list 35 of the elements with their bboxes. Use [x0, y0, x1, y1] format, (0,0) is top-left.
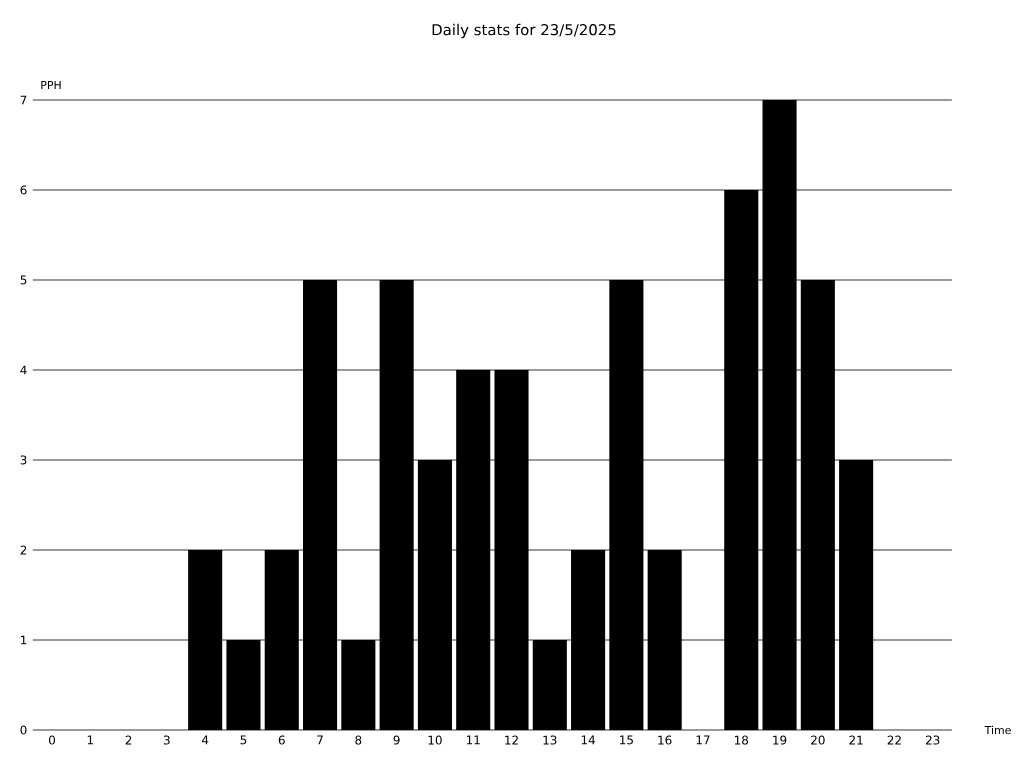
x-tick-label: 7: [317, 735, 323, 745]
x-tick-label: 15: [620, 735, 633, 745]
y-tick-label: 4: [20, 365, 27, 375]
x-tick-label: 9: [393, 735, 400, 745]
x-tick-label: 23: [925, 735, 940, 745]
y-tick-label: 2: [20, 545, 27, 555]
x-tick-label: 17: [696, 735, 710, 745]
y-tick-label: 1: [21, 635, 27, 645]
x-tick-label: 0: [48, 735, 56, 745]
x-tick-label: 14: [581, 735, 596, 745]
x-tick-label: 13: [543, 735, 557, 745]
y-axis-title: PPH: [41, 81, 61, 89]
chart-title: Daily stats for 23/5/2025: [432, 23, 616, 39]
x-tick-label: 8: [355, 735, 362, 745]
x-tick-label: 21: [849, 735, 863, 745]
x-tick-label: 12: [505, 735, 518, 745]
y-tick-label: 3: [20, 455, 27, 465]
x-tick-label: 5: [240, 735, 247, 745]
x-axis-title: Time: [984, 725, 1011, 735]
y-tick-label: 0: [20, 725, 27, 735]
x-tick-label: 22: [887, 735, 901, 745]
x-tick-label: 4: [201, 735, 209, 745]
x-tick-label: 2: [125, 735, 132, 745]
x-tick-label: 1: [87, 735, 93, 745]
x-tick-label: 18: [734, 735, 749, 745]
x-tick-label: 19: [773, 735, 787, 745]
x-tick-label: 3: [163, 735, 170, 745]
y-tick-label: 7: [20, 95, 27, 105]
y-tick-label: 5: [20, 275, 27, 285]
x-tick-label: 10: [428, 735, 442, 745]
x-tick-label: 20: [811, 735, 825, 745]
x-tick-label: 11: [466, 735, 480, 745]
x-tick-label: 16: [658, 735, 672, 745]
x-tick-label: 6: [278, 735, 285, 745]
y-tick-label: 6: [20, 185, 27, 195]
